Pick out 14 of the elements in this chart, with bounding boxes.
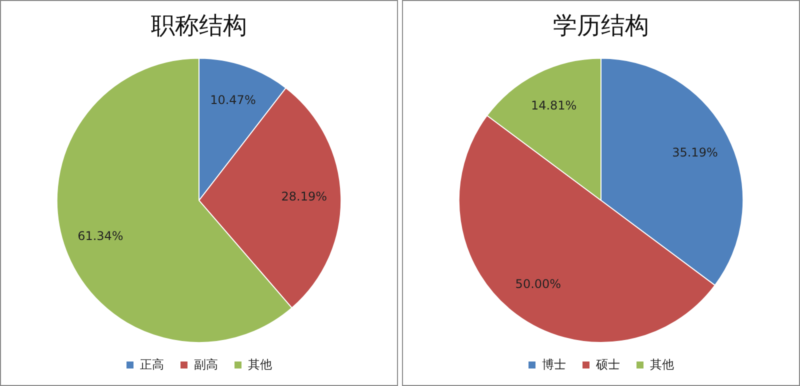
data-label: 50.00% [515, 276, 562, 291]
chart-title: 职称结构 [151, 12, 247, 40]
data-label: 14.81% [530, 98, 577, 113]
data-label: 28.19% [281, 190, 327, 204]
data-label: 35.19% [672, 145, 718, 160]
data-label: 10.47% [210, 93, 256, 108]
data-label: 61.34% [78, 229, 124, 244]
legend-label: 其他 [650, 357, 674, 372]
legend-label: 正高 [140, 357, 164, 372]
legend-label: 副高 [194, 357, 218, 372]
chart-title: 学历结构 [553, 12, 649, 40]
legend-label: 硕士 [595, 357, 620, 372]
legend-label: 博士 [542, 357, 566, 372]
legend-label: 其他 [248, 357, 272, 372]
